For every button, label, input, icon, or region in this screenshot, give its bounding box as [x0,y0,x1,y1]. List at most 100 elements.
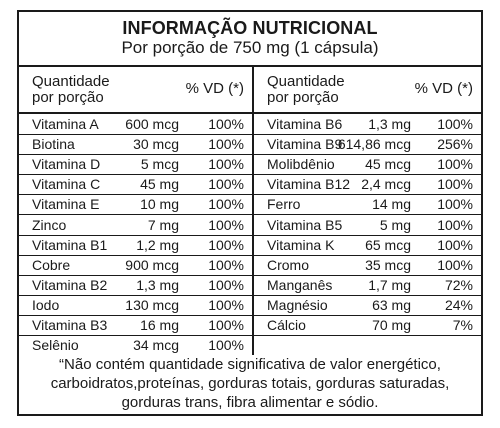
nutrient-vd: 256% [437,136,473,153]
nutrient-amount: 7 mg [147,216,179,233]
nutrient-amount: 70 mg [372,317,411,333]
nutrient-amount: 63 mg [372,296,411,313]
nutrient-amount: 900 mcg [125,256,179,273]
nutrient-amount: 614,86 mcg [337,136,411,153]
nutrient-vd: 100% [208,296,244,313]
nutrient-vd: 100% [208,156,244,173]
nutrient-amount: 1,7 mg [368,276,411,293]
nutrient-name: Vitamina B12 [267,176,351,193]
nutrient-amount: 1,2 mg [136,236,179,253]
nutrient-row: Vitamina K 65 mcg 100% [254,235,481,256]
quantity-header: Quantidade por porção [267,74,345,106]
vd-header: % VD (*) [185,80,244,97]
nutrient-amount: 35 mcg [365,256,411,273]
quantity-header-line2: por porção [267,89,339,106]
nutrient-vd: 100% [437,116,473,132]
nutrient-vd: 100% [208,176,244,193]
nutrient-vd: 100% [208,136,244,153]
nutrient-amount: 5 mcg [140,156,179,173]
nutrient-amount: 10 mg [140,196,179,213]
nutrient-row: Vitamina A 600 mcg 100% [19,114,252,135]
nutrient-vd: 100% [208,196,244,213]
nutrient-vd: 100% [437,216,473,233]
nutrient-name: Ferro [267,196,301,213]
nutrient-vd: 100% [437,156,473,173]
nutrient-name: Vitamina C [32,176,101,193]
nutrient-row [254,335,481,355]
nutrient-name: Vitamina D [32,156,101,173]
nutrient-row: Molibdênio 45 mcg 100% [254,154,481,176]
nutrient-amount: 130 mcg [125,296,179,313]
nutrient-name: Vitamina B9 [267,136,343,153]
footnote-line: gorduras trans, fibra alimentar e sódio. [121,394,379,411]
nutrient-vd: 100% [437,236,473,253]
nutrient-name: Vitamina B6 [267,116,343,132]
nutrient-amount: 34 mcg [133,337,179,354]
nutrient-vd: 100% [208,116,244,132]
nutrient-row: Manganês 1,7 mg 72% [254,275,481,296]
nutrient-name: Vitamina K [267,236,335,253]
nutrient-row: Cobre 900 mcg 100% [19,255,252,276]
nutrient-row: Biotina 30 mcg 100% [19,134,252,156]
nutrient-name: Selênio [32,337,79,354]
nutrient-amount: 2,4 mcg [361,176,411,193]
nutrient-columns: Quantidade por porção % VD (*) Vitamina … [19,65,481,355]
nutrient-vd: 100% [437,176,473,193]
nutrient-row: Selênio 34 mcg 100% [19,335,252,355]
nutrient-row: Magnésio 63 mg 24% [254,295,481,316]
table-header: INFORMAÇÃO NUTRICIONAL Por porção de 750… [19,12,481,67]
nutrient-name: Vitamina A [32,116,99,132]
footnote: “Não contém quantidade significativa de … [19,355,481,412]
quantity-header-line2: por porção [32,89,104,106]
quantity-header: Quantidade por porção [32,74,110,106]
nutrient-amount: 45 mg [140,176,179,193]
nutrient-vd: 100% [208,236,244,253]
column-header: Quantidade por porção % VD (*) [254,65,481,114]
nutrient-row: Vitamina B1 1,2 mg 100% [19,235,252,256]
nutrient-row: Zinco 7 mg 100% [19,215,252,236]
nutrient-row: Vitamina D 5 mcg 100% [19,154,252,176]
nutrient-name: Molibdênio [267,156,335,173]
nutrient-name: Magnésio [267,296,328,313]
right-column: Quantidade por porção % VD (*) Vitamina … [254,65,481,355]
nutrient-vd: 100% [208,256,244,273]
nutrient-row: Iodo 130 mcg 100% [19,295,252,316]
nutrient-row: Ferro 14 mg 100% [254,194,481,216]
nutrient-row: Vitamina B3 16 mg 100% [19,315,252,336]
nutrient-amount: 600 mcg [125,116,179,132]
nutrient-name: Zinco [32,216,67,233]
nutrient-row: Vitamina B12 2,4 mcg 100% [254,174,481,196]
nutrient-row: Cálcio 70 mg 7% [254,315,481,336]
nutrient-name: Cromo [267,256,310,273]
vd-header: % VD (*) [414,80,473,97]
nutrient-name: Vitamina B2 [32,276,108,293]
column-divider [252,65,254,355]
nutrient-name: Iodo [32,296,60,313]
nutrient-amount: 5 mg [379,216,411,233]
column-header: Quantidade por porção % VD (*) [19,65,252,114]
serving-size: Por porção de 750 mg (1 cápsula) [121,38,379,57]
table-title: INFORMAÇÃO NUTRICIONAL [122,18,378,38]
quantity-header-line1: Quantidade [267,73,345,90]
nutrient-name: Biotina [32,136,75,153]
nutrient-vd: 24% [444,296,473,313]
nutrient-amount: 14 mg [372,196,411,213]
nutrient-vd: 72% [444,276,473,293]
nutrient-amount: 1,3 mg [368,116,411,132]
nutrient-name: Vitamina B3 [32,317,108,333]
nutrient-name: Manganês [267,276,333,293]
nutrient-vd: 100% [208,337,244,354]
nutrient-amount: 65 mcg [365,236,411,253]
nutrient-row: Vitamina B9 614,86 mcg 256% [254,134,481,156]
nutrition-facts-panel: INFORMAÇÃO NUTRICIONAL Por porção de 750… [17,10,483,416]
nutrient-row: Vitamina B2 1,3 mg 100% [19,275,252,296]
nutrient-vd: 100% [437,196,473,213]
nutrient-vd: 100% [208,216,244,233]
nutrient-row: Vitamina E 10 mg 100% [19,194,252,216]
nutrient-amount: 45 mcg [365,156,411,173]
left-column: Quantidade por porção % VD (*) Vitamina … [19,65,252,355]
nutrient-name: Cálcio [267,317,306,333]
nutrient-vd: 7% [452,317,473,333]
nutrient-row: Vitamina C 45 mg 100% [19,174,252,196]
nutrient-name: Cobre [32,256,71,273]
